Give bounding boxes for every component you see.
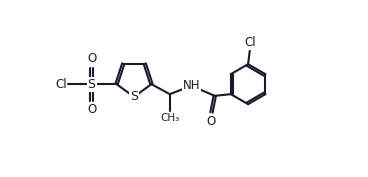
Text: Cl: Cl — [244, 36, 255, 49]
Text: Cl: Cl — [55, 78, 67, 91]
Text: O: O — [207, 115, 216, 128]
Text: CH₃: CH₃ — [160, 113, 179, 123]
Text: O: O — [87, 104, 96, 116]
Text: NH: NH — [183, 79, 200, 92]
Text: S: S — [88, 78, 96, 91]
Text: O: O — [87, 52, 96, 65]
Text: S: S — [130, 90, 138, 103]
